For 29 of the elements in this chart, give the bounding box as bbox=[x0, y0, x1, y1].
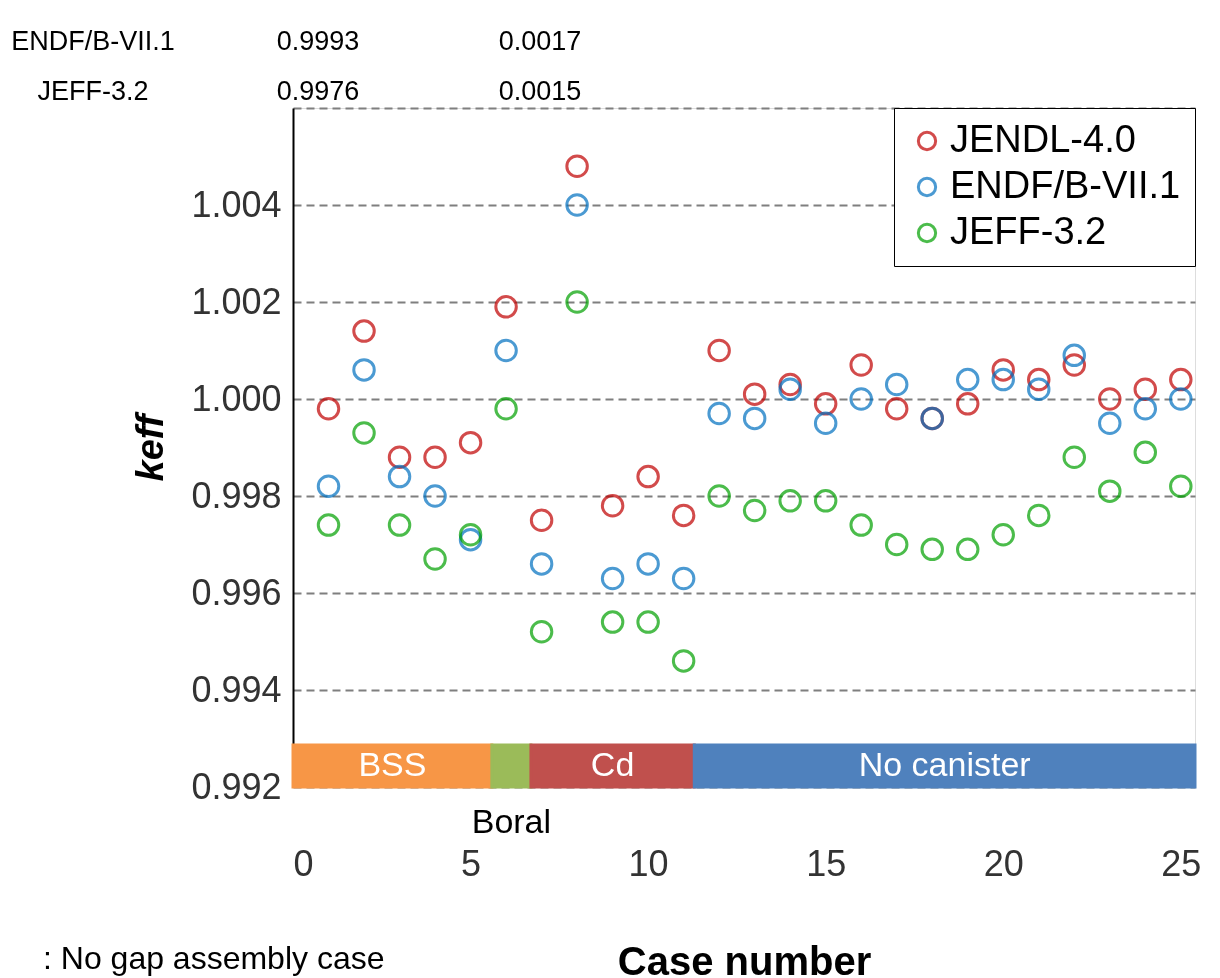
text: 0.0015 bbox=[498, 76, 582, 106]
x-tick-label: 5 bbox=[461, 842, 482, 884]
text: 0.9976 bbox=[276, 76, 360, 106]
x-tick-label: 15 bbox=[806, 842, 847, 884]
x-tick-label: 10 bbox=[628, 842, 669, 884]
text: ENDF/B-VII.1 bbox=[11, 26, 175, 56]
band-label: BSS bbox=[358, 745, 427, 783]
y-axis-title: keff bbox=[129, 411, 172, 482]
x-tick-label: 25 bbox=[1161, 842, 1202, 884]
y-tick-label: 0.994 bbox=[191, 668, 282, 710]
y-tick-label: 0.996 bbox=[191, 571, 282, 613]
text: : No gap assembly case bbox=[43, 940, 385, 976]
band-label: Cd bbox=[590, 745, 635, 783]
text: JEFF-3.2 bbox=[37, 76, 149, 106]
y-tick-label: 1.000 bbox=[191, 377, 282, 419]
band-label: No canister bbox=[858, 745, 1031, 783]
x-tick-label: 20 bbox=[983, 842, 1024, 884]
text: 0.0017 bbox=[498, 26, 582, 56]
band-label: Boral bbox=[471, 802, 552, 840]
y-tick-label: 0.992 bbox=[191, 765, 282, 807]
legend-label: JENDL-4.0 bbox=[950, 118, 1136, 160]
y-tick-label: 0.998 bbox=[191, 474, 282, 516]
y-tick-label: 1.004 bbox=[191, 183, 282, 225]
y-tick-label: 1.002 bbox=[191, 280, 282, 322]
text: 0.9993 bbox=[276, 26, 360, 56]
x-tick-label: 0 bbox=[293, 842, 314, 884]
legend-label: JEFF-3.2 bbox=[950, 210, 1107, 252]
legend-label: ENDF/B-VII.1 bbox=[950, 164, 1181, 206]
x-axis-title: Case number bbox=[617, 938, 872, 978]
